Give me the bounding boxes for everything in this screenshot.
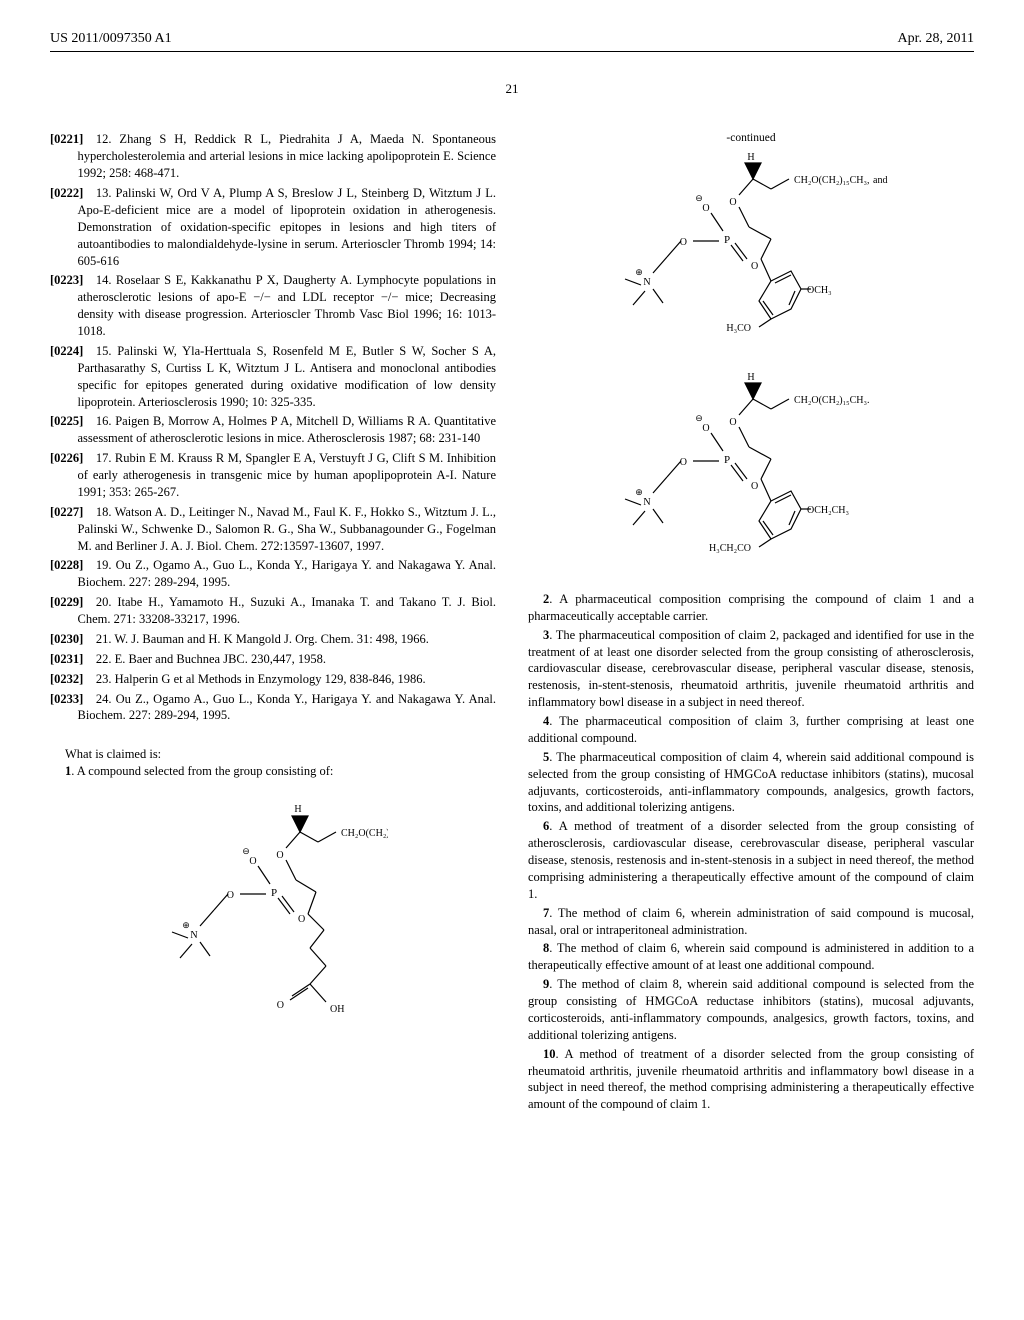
claim: 10. A method of treatment of a disorder …	[528, 1046, 974, 1114]
svg-text:⊖: ⊖	[695, 193, 703, 203]
svg-text:P: P	[271, 887, 277, 899]
claim-1: 1. A compound selected from the group co…	[50, 763, 496, 780]
reference-item: [0221] 12. Zhang S H, Reddick R L, Piedr…	[50, 131, 496, 182]
page-number: 21	[50, 80, 974, 98]
svg-text:⊕: ⊕	[635, 487, 643, 497]
publication-date: Apr. 28, 2011	[898, 30, 974, 49]
svg-text:O: O	[680, 237, 687, 248]
svg-text:O: O	[729, 197, 736, 208]
svg-text:OCH₃: OCH₃	[807, 285, 832, 296]
reference-item: [0227] 18. Watson A. D., Leitinger N., N…	[50, 504, 496, 555]
svg-text:H: H	[747, 372, 754, 383]
svg-text:O: O	[751, 481, 758, 492]
svg-text:O: O	[751, 261, 758, 272]
structure-2: H CH₂O(CH₂)₁₅CH₃, and O O ⊖ P O	[528, 151, 974, 361]
svg-text:O: O	[702, 203, 709, 214]
claims-intro: What is claimed is:	[50, 746, 496, 763]
reference-item: [0230] 21. W. J. Bauman and H. K Mangold…	[50, 631, 496, 648]
svg-text:O: O	[729, 417, 736, 428]
reference-item: [0231] 22. E. Baer and Buchnea JBC. 230,…	[50, 651, 496, 668]
svg-text:H: H	[294, 804, 301, 815]
reference-item: [0228] 19. Ou Z., Ogamo A., Guo L., Kond…	[50, 557, 496, 591]
svg-text:N: N	[643, 497, 650, 508]
reference-item: [0229] 20. Itabe H., Yamamoto H., Suzuki…	[50, 594, 496, 628]
svg-text:O: O	[249, 856, 256, 867]
svg-text:O: O	[277, 1000, 284, 1011]
header-rule	[50, 51, 974, 52]
right-column: -continued H CH₂O(CH₂)₁₅CH₃, and O O ⊖	[528, 131, 974, 1115]
svg-text:H₃CO: H₃CO	[726, 323, 751, 334]
svg-text:CH₂O(CH₂)₁₅CH₃,: CH₂O(CH₂)₁₅CH₃,	[341, 828, 388, 839]
publication-number: US 2011/0097350 A1	[50, 30, 172, 49]
claim: 7. The method of claim 6, wherein admini…	[528, 905, 974, 939]
claim: 8. The method of claim 6, wherein said c…	[528, 940, 974, 974]
svg-text:OCH₂CH₃: OCH₂CH₃	[807, 505, 849, 516]
claim: 5. The pharmaceutical composition of cla…	[528, 749, 974, 817]
svg-text:N: N	[643, 277, 650, 288]
reference-item: [0223] 14. Roselaar S E, Kakkanathu P X,…	[50, 272, 496, 340]
svg-text:CH₂O(CH₂)₁₅CH₃,: CH₂O(CH₂)₁₅CH₃,	[794, 175, 870, 186]
svg-text:O: O	[298, 914, 305, 925]
svg-text:⊕: ⊕	[635, 267, 643, 277]
structure-3: H CH₂O(CH₂)₁₅CH₃. O O ⊖ P O O	[528, 371, 974, 581]
svg-text:⊖: ⊖	[695, 413, 703, 423]
svg-text:and: and	[873, 175, 887, 186]
continued-label: -continued	[528, 131, 974, 147]
svg-text:O: O	[276, 850, 283, 861]
claim: 9. The method of claim 8, wherein said a…	[528, 976, 974, 1044]
reference-item: [0233] 24. Ou Z., Ogamo A., Guo L., Kond…	[50, 691, 496, 725]
svg-text:OH: OH	[330, 1004, 344, 1015]
svg-text:O: O	[680, 457, 687, 468]
claim: 4. The pharmaceutical composition of cla…	[528, 713, 974, 747]
svg-text:⊖: ⊖	[242, 846, 250, 856]
svg-text:O: O	[702, 423, 709, 434]
claim: 6. A method of treatment of a disorder s…	[528, 818, 974, 902]
claim: 2. A pharmaceutical composition comprisi…	[528, 591, 974, 625]
reference-item: [0225] 16. Paigen B, Morrow A, Holmes P …	[50, 413, 496, 447]
svg-text:P: P	[724, 454, 730, 466]
structure-1: H CH₂O(CH₂)₁₅CH₃, O O ⊖ P O	[50, 798, 496, 1058]
reference-item: [0232] 23. Halperin G et al Methods in E…	[50, 671, 496, 688]
reference-item: [0226] 17. Rubin E M. Krauss R M, Spangl…	[50, 450, 496, 501]
svg-text:P: P	[724, 234, 730, 246]
reference-item: [0222] 13. Palinski W, Ord V A, Plump A …	[50, 185, 496, 269]
svg-text:CH₂O(CH₂)₁₅CH₃.: CH₂O(CH₂)₁₅CH₃.	[794, 395, 870, 406]
svg-text:O: O	[227, 890, 234, 901]
svg-text:H₃CH₂CO: H₃CH₂CO	[709, 543, 751, 554]
left-column: [0221] 12. Zhang S H, Reddick R L, Piedr…	[50, 131, 496, 1115]
claim-text: . A compound selected from the group con…	[71, 764, 333, 778]
svg-text:H: H	[747, 152, 754, 163]
claim: 3. The pharmaceutical composition of cla…	[528, 627, 974, 711]
svg-text:⊕: ⊕	[182, 920, 190, 930]
reference-item: [0224] 15. Palinski W, Yla-Herttuala S, …	[50, 343, 496, 411]
svg-text:N: N	[190, 930, 197, 941]
